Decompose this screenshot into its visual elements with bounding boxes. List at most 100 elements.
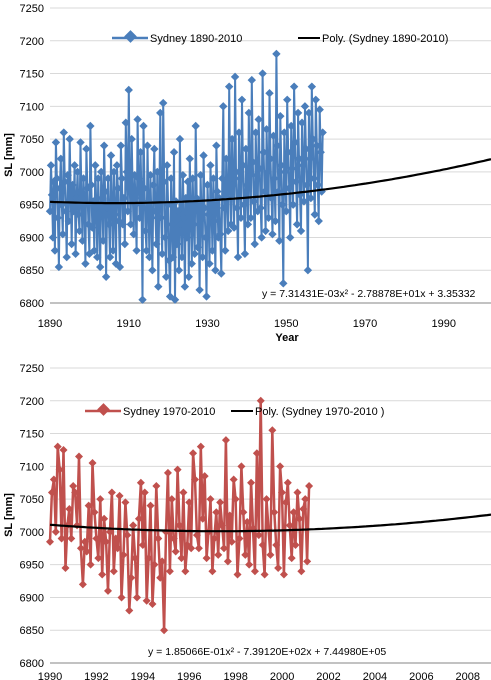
data-point	[226, 220, 236, 229]
data-point	[309, 174, 319, 183]
data-point	[248, 157, 257, 167]
data-point	[131, 554, 140, 563]
data-point	[103, 174, 113, 183]
data-point	[252, 449, 261, 458]
data-point	[90, 246, 99, 255]
chart-1-trend-equation: y = 7.31431E-03x² - 2.78878E+01x + 3.353…	[262, 288, 476, 300]
data-point	[61, 563, 70, 572]
data-point	[185, 154, 194, 163]
data-point	[306, 193, 316, 203]
y-tick-label: 7050	[20, 134, 44, 146]
x-tick-label: 1910	[117, 318, 141, 330]
y-tick-label: 7100	[20, 461, 44, 473]
data-point	[285, 233, 295, 242]
y-tick-label: 7200	[20, 36, 44, 48]
data-point	[63, 170, 72, 180]
data-point	[220, 544, 229, 553]
data-point	[67, 239, 76, 249]
y-tick-label: 7250	[20, 3, 44, 15]
data-point	[138, 295, 147, 304]
data-point	[74, 210, 83, 219]
data-point	[138, 541, 147, 549]
data-point	[158, 557, 167, 566]
data-point	[310, 210, 319, 219]
data-point	[281, 167, 290, 177]
data-point	[234, 128, 244, 137]
data-point	[123, 207, 132, 216]
y-tick-label: 7250	[20, 363, 44, 375]
data-point	[126, 220, 135, 229]
data-point	[58, 229, 67, 239]
data-point	[210, 216, 219, 226]
data-point	[65, 134, 74, 144]
data-point	[140, 184, 149, 193]
data-point	[102, 537, 111, 546]
data-point	[217, 269, 226, 278]
data-point	[136, 478, 145, 487]
data-point	[222, 154, 231, 163]
data-point	[254, 531, 263, 540]
data-point	[134, 174, 143, 183]
data-point	[231, 167, 241, 177]
data-point	[200, 472, 209, 481]
data-point	[167, 495, 176, 504]
data-point	[232, 203, 242, 213]
data-point	[219, 102, 228, 111]
data-point	[293, 108, 303, 118]
data-point	[224, 82, 234, 91]
data-point	[243, 518, 252, 527]
data-point	[318, 128, 327, 137]
data-point	[105, 252, 115, 262]
data-point	[129, 521, 138, 530]
data-point	[266, 550, 275, 559]
x-tick-label: 1992	[84, 671, 108, 680]
data-point	[156, 108, 165, 118]
data-point	[254, 115, 263, 124]
data-point	[276, 111, 285, 121]
data-point	[303, 557, 312, 566]
data-point	[73, 167, 82, 177]
data-point	[75, 226, 84, 236]
data-point	[175, 134, 185, 144]
data-point	[188, 174, 197, 183]
y-tick-label: 7000	[20, 527, 44, 539]
data-point	[119, 193, 129, 203]
data-point	[55, 465, 64, 474]
data-point	[66, 190, 75, 200]
data-point	[240, 249, 250, 259]
data-point	[54, 262, 64, 272]
x-tick-label: 2002	[316, 671, 340, 680]
data-point	[48, 233, 58, 242]
x-tick-label: 1890	[38, 318, 62, 330]
data-point	[283, 478, 292, 487]
data-point	[216, 498, 225, 507]
data-point	[206, 161, 215, 170]
data-point	[75, 452, 84, 461]
data-point	[65, 504, 74, 513]
data-point	[245, 170, 255, 180]
data-point	[143, 141, 152, 150]
data-point	[220, 203, 229, 213]
data-point	[82, 547, 91, 556]
y-tick-label: 6850	[20, 265, 44, 277]
data-point	[260, 187, 269, 196]
data-point	[156, 573, 165, 582]
data-point	[299, 504, 308, 513]
data-point	[146, 501, 155, 510]
data-point	[146, 170, 155, 180]
data-point	[116, 141, 126, 150]
data-point	[302, 180, 312, 190]
series-line	[48, 399, 311, 632]
data-point	[169, 534, 178, 543]
data-point	[82, 144, 91, 154]
data-point	[140, 488, 149, 497]
x-tick-label: 1970	[353, 318, 377, 330]
data-point	[247, 478, 256, 487]
data-point	[98, 570, 107, 579]
data-point	[223, 226, 233, 236]
data-point	[101, 272, 111, 281]
data-point	[245, 560, 254, 569]
data-point	[214, 550, 223, 559]
data-point	[173, 207, 183, 216]
data-point	[59, 445, 68, 454]
